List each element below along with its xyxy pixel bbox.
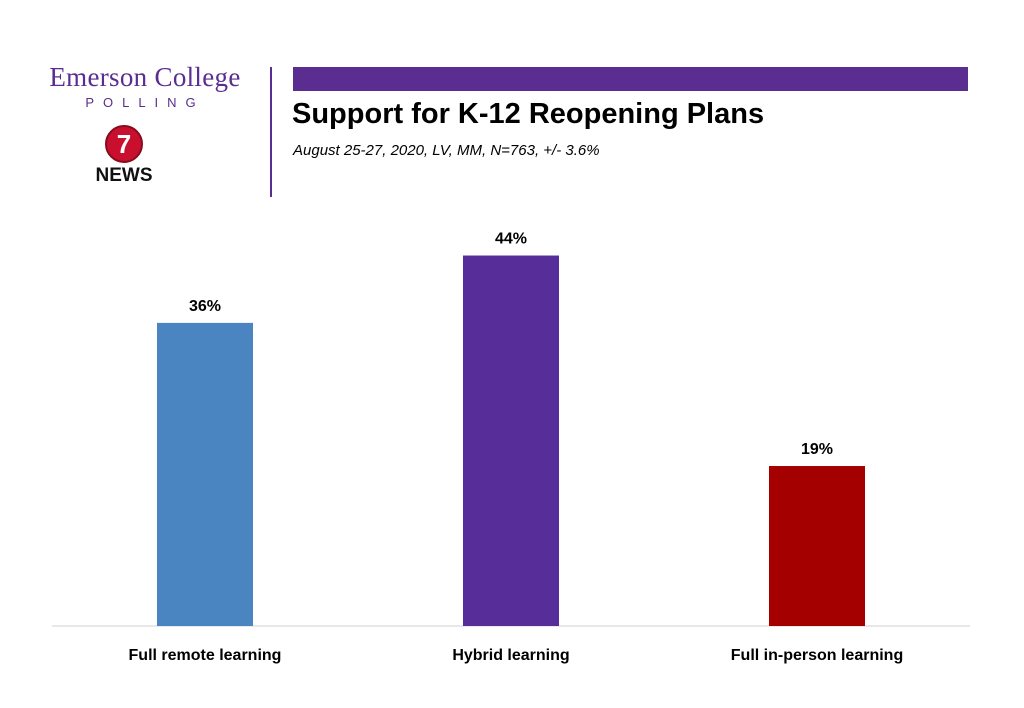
news-logo-circle <box>106 126 142 162</box>
data-label-1: 36% <box>189 298 221 315</box>
chart-subtitle: August 25-27, 2020, LV, MM, N=763, +/- 3… <box>293 142 600 159</box>
bar-1 <box>157 322 253 626</box>
data-label-3: 19% <box>801 441 833 458</box>
header-accent-band <box>293 67 968 91</box>
news-number: 7 <box>117 129 131 159</box>
news-logo: 7 NEWS <box>96 125 153 183</box>
category-label-3: Full in-person learning <box>731 647 903 664</box>
header-divider <box>270 67 272 197</box>
brand-sub: POLLING <box>85 95 205 110</box>
data-label-2: 44% <box>495 231 527 248</box>
brand-name: Emerson College <box>49 62 241 92</box>
category-label-2: Hybrid learning <box>452 647 569 664</box>
chart-title: Support for K-12 Reopening Plans <box>292 98 765 130</box>
category-label-1: Full remote learning <box>129 647 282 664</box>
news-label: NEWS <box>96 165 153 183</box>
news-logo-ring <box>105 125 143 163</box>
bar-2 <box>463 255 559 626</box>
emerson-logo: Emerson College POLLING 7 NEWS <box>30 62 260 183</box>
bar-3 <box>769 466 865 626</box>
